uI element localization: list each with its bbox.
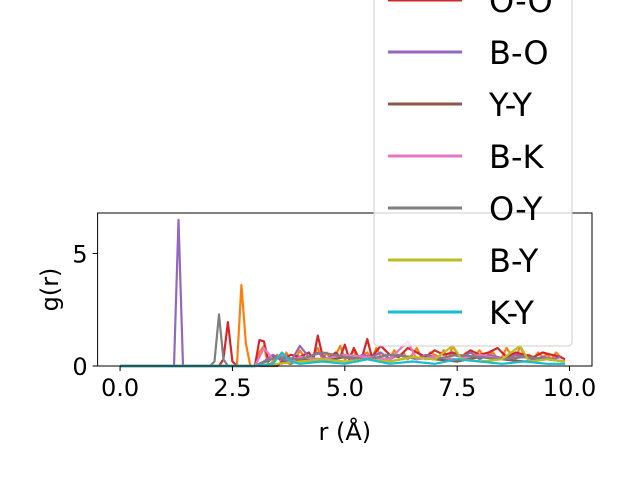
legend-label-o-o: O-O [489, 0, 553, 20]
legend-label-b-o: B-O [489, 34, 549, 72]
x-tick-label: 7.5 [438, 374, 476, 402]
y-axis-ticks: 05 [72, 241, 98, 381]
x-tick-label: 0.0 [101, 374, 139, 402]
y-tick-label: 5 [72, 241, 87, 269]
legend-label-k-y: K-Y [489, 294, 534, 332]
y-axis-label: g(r) [36, 268, 64, 312]
legend-label-o-y: O-Y [489, 190, 543, 228]
x-axis-label: r (Å) [318, 417, 371, 446]
legend-label-b-y: B-Y [489, 242, 539, 280]
legend-entries: O-O B-O Y-Y B-K O-Y B-Y K-Y [388, 0, 553, 332]
legend: O-O B-O Y-Y B-K O-Y B-Y K-Y [373, 0, 573, 347]
y-tick-label: 0 [72, 353, 87, 381]
x-tick-label: 10.0 [543, 374, 596, 402]
x-tick-label: 5.0 [326, 374, 364, 402]
legend-label-b-k: B-K [489, 138, 545, 176]
x-tick-label: 2.5 [213, 374, 251, 402]
x-axis-ticks: 0.0 2.5 5.0 7.5 10.0 [101, 366, 596, 402]
legend-label-y-y: Y-Y [488, 86, 533, 124]
